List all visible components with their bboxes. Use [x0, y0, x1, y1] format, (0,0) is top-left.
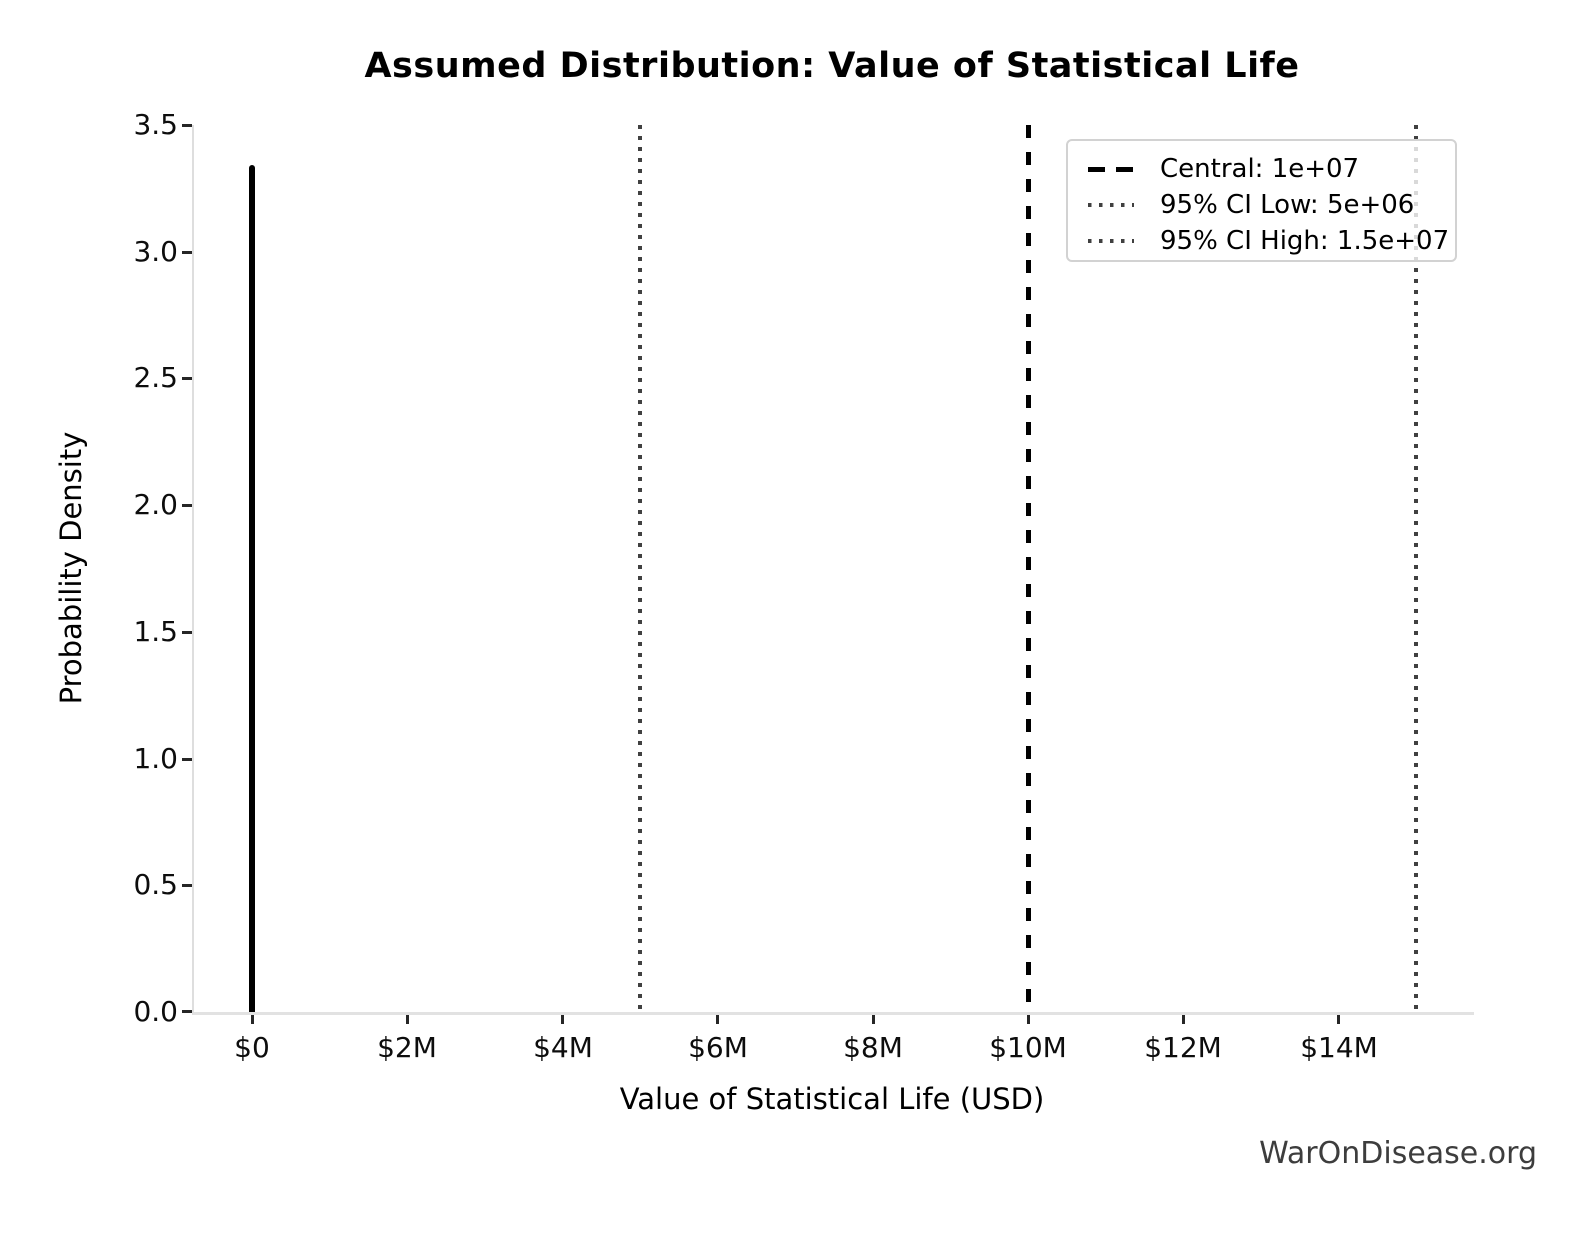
y-tick-label: 3.5: [133, 108, 178, 141]
central-line: [1026, 125, 1031, 1012]
x-tick-label: $12M: [1144, 1031, 1222, 1064]
y-tick-label: 1.0: [133, 742, 178, 775]
y-tick-mark: [182, 631, 192, 634]
legend-entry-ci-low: 95% CI Low: 5e+06: [1088, 187, 1455, 223]
watermark: WarOnDisease.org: [1259, 1136, 1537, 1171]
ci-high-line: [1414, 125, 1418, 1012]
x-tick-mark: [561, 1015, 564, 1024]
legend-label: Central: 1e+07: [1160, 154, 1360, 184]
y-tick-mark: [182, 884, 192, 887]
dashed-line-sample-icon: [1088, 166, 1134, 172]
x-tick-label: $4M: [533, 1031, 593, 1064]
x-tick-mark: [872, 1015, 875, 1024]
y-tick-mark: [182, 124, 192, 127]
x-tick-mark: [1027, 1015, 1030, 1024]
x-tick-mark: [1182, 1015, 1185, 1024]
y-tick-mark: [182, 758, 192, 761]
pdf-spike-line: [249, 165, 255, 1012]
dotted-line-sample-icon: [1088, 203, 1134, 207]
legend-label: 95% CI Low: 5e+06: [1160, 190, 1415, 220]
legend: Central: 1e+07 95% CI Low: 5e+06 95% CI …: [1066, 139, 1457, 262]
y-tick-label: 2.5: [133, 361, 178, 394]
dotted-line-sample-icon: [1088, 239, 1134, 243]
chart-title: Assumed Distribution: Value of Statistic…: [364, 46, 1300, 86]
y-tick-label: 3.0: [133, 235, 178, 268]
y-tick-label: 0.5: [133, 868, 178, 901]
y-tick-label: 1.5: [133, 615, 178, 648]
x-tick-label: $10M: [989, 1031, 1067, 1064]
x-tick-label: $2M: [377, 1031, 437, 1064]
y-tick-mark: [182, 1010, 192, 1013]
x-tick-label: $8M: [843, 1031, 903, 1064]
x-tick-label: $0: [234, 1031, 270, 1064]
plot-area: $0 $2M $4M $6M $8M $10M $12M $14M 3.5 3.…: [133, 108, 1474, 1064]
x-tick-label: $14M: [1300, 1031, 1378, 1064]
x-tick-mark: [251, 1015, 254, 1024]
y-tick-label: 0.0: [133, 995, 178, 1028]
x-tick-mark: [1337, 1015, 1340, 1024]
x-tick-mark: [406, 1015, 409, 1024]
x-tick-label: $6M: [688, 1031, 748, 1064]
ci-low-line: [638, 125, 642, 1012]
legend-entry-central: Central: 1e+07: [1088, 151, 1455, 187]
y-tick-mark: [182, 377, 192, 380]
y-tick-mark: [182, 251, 192, 254]
y-tick-mark: [182, 504, 192, 507]
x-tick-mark: [716, 1015, 719, 1024]
y-tick-label: 2.0: [133, 488, 178, 521]
x-axis-label: Value of Statistical Life (USD): [619, 1082, 1045, 1116]
legend-label: 95% CI High: 1.5e+07: [1160, 226, 1450, 256]
y-axis-label: Probability Density: [54, 431, 88, 705]
legend-entry-ci-high: 95% CI High: 1.5e+07: [1088, 223, 1455, 259]
